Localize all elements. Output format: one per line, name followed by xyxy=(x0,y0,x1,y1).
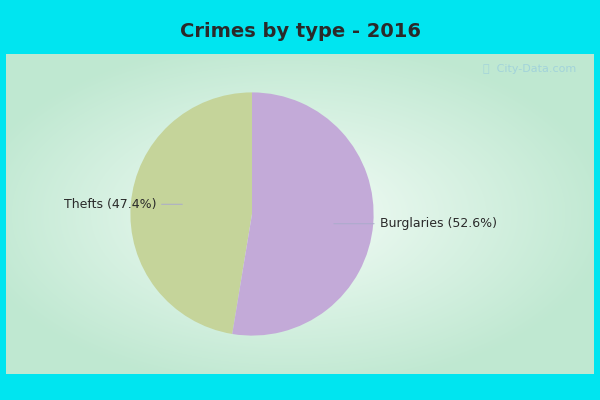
Text: Thefts (47.4%): Thefts (47.4%) xyxy=(64,198,182,211)
Text: ⓘ  City-Data.com: ⓘ City-Data.com xyxy=(483,64,577,74)
Text: Burglaries (52.6%): Burglaries (52.6%) xyxy=(334,217,497,230)
Wedge shape xyxy=(232,92,374,336)
Wedge shape xyxy=(130,92,252,334)
Text: Crimes by type - 2016: Crimes by type - 2016 xyxy=(179,22,421,41)
